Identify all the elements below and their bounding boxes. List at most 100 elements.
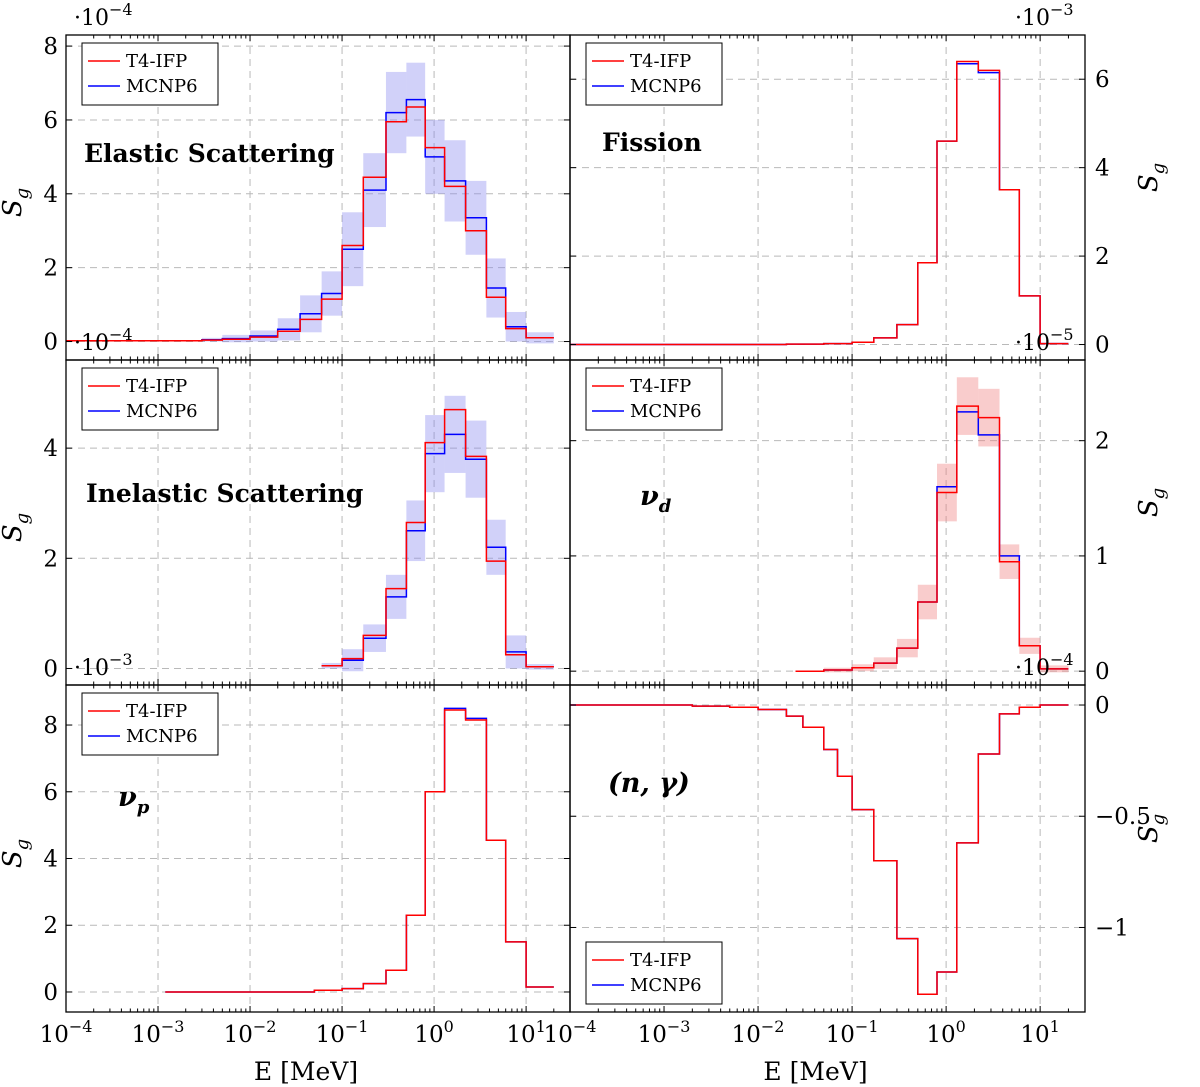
- y-axis-title: Sg: [1134, 814, 1169, 843]
- y-tick-label: 6: [43, 108, 58, 134]
- legend: T4-IFP MCNP6: [81, 42, 219, 106]
- y-axis-title: Sg: [1134, 163, 1169, 192]
- x-tick-label: 101: [506, 1017, 545, 1048]
- y-axis: 0 2 4: [43, 436, 570, 682]
- y-axis-title: Sg: [0, 839, 33, 868]
- legend: T4-IFP MCNP6: [585, 42, 723, 106]
- panel-nu_d: 0 1 2 Sg ·10−5 νd T4-IFP MCNP6: [569, 325, 1169, 686]
- svg-text:Sg: Sg: [0, 839, 33, 868]
- y-tick-label: 8: [43, 713, 58, 739]
- uncertainty-band: [321, 395, 554, 672]
- legend-entry: MCNP6: [126, 76, 198, 97]
- svg-text:Sg: Sg: [1134, 488, 1169, 517]
- legend-entry: MCNP6: [126, 401, 198, 422]
- x-tick-label: 100: [414, 1017, 453, 1048]
- uncertainty-band: [201, 62, 554, 344]
- grid: [569, 360, 1085, 685]
- panel-annotation: νp: [118, 782, 150, 818]
- series-line-mcnp6: [795, 411, 1069, 672]
- legend: T4-IFP MCNP6: [585, 941, 723, 1005]
- x-tick-label: 10−2: [732, 1017, 785, 1048]
- y-exponent-label: ·10−4: [74, 325, 133, 356]
- series-line-t4-ifp: [165, 709, 554, 993]
- x-tick-label: 10−3: [132, 1017, 185, 1048]
- y-exponent-label: ·10−5: [1015, 325, 1074, 356]
- series-line-t4-ifp: [321, 408, 554, 668]
- legend-entry: MCNP6: [630, 401, 702, 422]
- panel-nu_p: 0 2 4 6 8 Sg ·10−3 νp T4-IFP MCNP6: [0, 650, 571, 1013]
- y-axis-title: Sg: [0, 188, 33, 217]
- y-axis-title: Sg: [0, 513, 33, 542]
- x-tick-label: 101: [1020, 1017, 1059, 1048]
- y-exponent-label: ·10−3: [1015, 0, 1074, 31]
- y-exponent-label: ·10−3: [74, 650, 133, 681]
- panel-n_gamma: 0 −0.5 −1 Sg ·10−4 (n, γ) T4-IFP MCNP6: [569, 650, 1169, 1013]
- y-tick-label: 2: [43, 913, 58, 939]
- x-tick-label: 10−4: [40, 1017, 93, 1048]
- plot-area: [321, 395, 554, 672]
- svg-text:Sg: Sg: [0, 513, 33, 542]
- legend-entry: T4-IFP: [630, 950, 691, 971]
- panel-inelastic: 0 2 4 Sg ·10−4 Inelastic Scattering T4-IFP MCNP…: [0, 325, 571, 686]
- series-line-t4-ifp: [570, 704, 1069, 995]
- y-tick-label: 1: [1095, 544, 1110, 570]
- y-axis: 0 2 4 6 8: [43, 713, 570, 1006]
- plot-area: [795, 377, 1069, 673]
- panel-annotation: Elastic Scattering: [84, 139, 335, 168]
- y-tick-label: −0.5: [1095, 804, 1151, 830]
- legend-entry: T4-IFP: [126, 701, 187, 722]
- legend-entry: T4-IFP: [126, 376, 187, 397]
- y-tick-label: 8: [43, 34, 58, 60]
- legend-entry: MCNP6: [630, 76, 702, 97]
- y-tick-label: 0: [1095, 693, 1110, 719]
- y-axis: 0 2 4 6: [570, 67, 1110, 359]
- plot-area: [66, 62, 554, 344]
- series-line-mcnp6: [570, 62, 1069, 346]
- series-line-mcnp6: [165, 707, 554, 993]
- y-tick-label: 6: [43, 780, 58, 806]
- svg-text:Sg: Sg: [1134, 814, 1169, 843]
- panel-fission: 0 2 4 6 Sg ·10−3 Fission T4-IFP MCNP6: [569, 0, 1169, 361]
- legend-entry: T4-IFP: [126, 51, 187, 72]
- y-tick-label: 0: [43, 656, 58, 682]
- y-tick-label: 4: [1095, 156, 1110, 182]
- x-tick-label: 10−1: [826, 1017, 879, 1048]
- y-axis: 0 1 2: [570, 429, 1110, 685]
- legend: T4-IFP MCNP6: [81, 692, 219, 756]
- x-tick-label: 10−4: [544, 1017, 597, 1048]
- series-line-t4-ifp: [66, 106, 554, 342]
- legend: T4-IFP MCNP6: [585, 367, 723, 431]
- y-tick-label: 2: [43, 546, 58, 572]
- y-axis: 0 2 4 6 8: [43, 34, 570, 356]
- y-tick-label: 2: [1095, 429, 1110, 455]
- x-tick-label: 10−2: [224, 1017, 277, 1048]
- panel-annotation: (n, γ): [608, 768, 690, 799]
- panel-elastic: 0 2 4 6 8 Sg ·10−4 Elastic Scattering T4-IFP MCNP…: [0, 0, 571, 361]
- y-axis: 0 −0.5 −1: [570, 693, 1151, 941]
- x-ticks: [569, 685, 1086, 1012]
- y-tick-label: 4: [43, 847, 58, 873]
- plot-area: [570, 704, 1069, 995]
- y-tick-label: −1: [1095, 915, 1129, 941]
- grid: [569, 685, 1085, 1012]
- y-axis-title: Sg: [1134, 488, 1169, 517]
- y-tick-label: 0: [1095, 333, 1110, 359]
- legend-entry: T4-IFP: [630, 376, 691, 397]
- y-tick-label: 2: [43, 256, 58, 282]
- y-tick-label: 0: [43, 980, 58, 1006]
- x-tick-label: 10−3: [638, 1017, 691, 1048]
- x-axis-title: E [MeV]: [254, 1057, 358, 1086]
- x-ticks: [65, 685, 571, 1012]
- series-line-t4-ifp: [795, 405, 1069, 672]
- x-tick-label: 100: [926, 1017, 965, 1048]
- plot-area: [570, 60, 1069, 346]
- y-tick-label: 0: [1095, 659, 1110, 685]
- y-exponent-label: ·10−4: [74, 0, 133, 31]
- panel-annotation: Inelastic Scattering: [86, 479, 363, 508]
- legend: T4-IFP MCNP6: [81, 367, 219, 431]
- series-line-t4-ifp: [570, 60, 1069, 346]
- panel-annotation: νd: [640, 481, 672, 517]
- y-tick-label: 0: [43, 330, 58, 356]
- legend-entry: MCNP6: [126, 726, 198, 747]
